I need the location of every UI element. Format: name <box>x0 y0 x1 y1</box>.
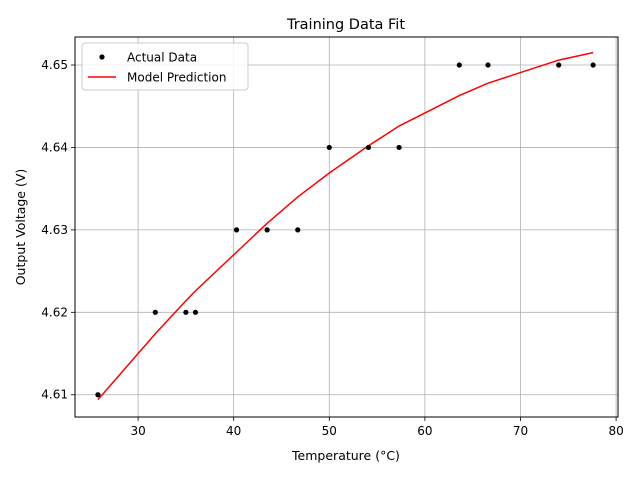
series-points <box>95 62 596 398</box>
x-tick-label: 30 <box>130 424 145 438</box>
data-point <box>396 144 402 151</box>
data-point <box>295 227 301 233</box>
x-tick-label: 50 <box>322 424 337 438</box>
chart-title: Training Data Fit <box>286 17 405 33</box>
y-tick-label: 4.63 <box>41 223 68 237</box>
data-point <box>365 144 372 151</box>
legend-box <box>81 42 249 91</box>
legend-label: Model Prediction <box>127 71 226 85</box>
x-tick-label: 40 <box>226 424 241 438</box>
legend-label: Actual Data <box>127 51 197 65</box>
x-axis-ticks: 30 40 50 60 70 80 <box>130 417 624 438</box>
model-prediction-line <box>97 51 594 401</box>
data-point <box>456 62 462 68</box>
data-point <box>192 309 199 315</box>
y-tick-label: 4.64 <box>41 140 68 154</box>
data-point <box>590 62 596 68</box>
x-axis-label: Temperature (°C) <box>291 448 400 463</box>
legend: Actual Data Model Prediction <box>81 42 249 91</box>
x-tick-label: 80 <box>608 424 623 438</box>
y-tick-label: 4.65 <box>41 58 68 72</box>
y-tick-label: 4.61 <box>41 388 68 402</box>
x-tick-label: 60 <box>417 424 432 438</box>
data-point <box>233 227 240 233</box>
series-lines <box>97 51 594 401</box>
data-point <box>183 309 189 315</box>
data-point <box>152 309 158 315</box>
data-point <box>485 62 491 68</box>
x-tick-label: 70 <box>513 424 528 438</box>
data-point <box>556 62 562 68</box>
legend-point-swatch <box>99 54 105 60</box>
y-tick-label: 4.62 <box>41 305 68 319</box>
data-point <box>326 144 332 151</box>
data-point <box>95 392 101 398</box>
plot-frame <box>74 36 619 418</box>
y-axis-ticks: 4.61 4.62 4.63 4.64 4.65 <box>41 58 75 402</box>
y-axis-label: Output Voltage (V) <box>13 169 28 286</box>
data-point <box>264 227 270 233</box>
grid <box>75 37 618 417</box>
